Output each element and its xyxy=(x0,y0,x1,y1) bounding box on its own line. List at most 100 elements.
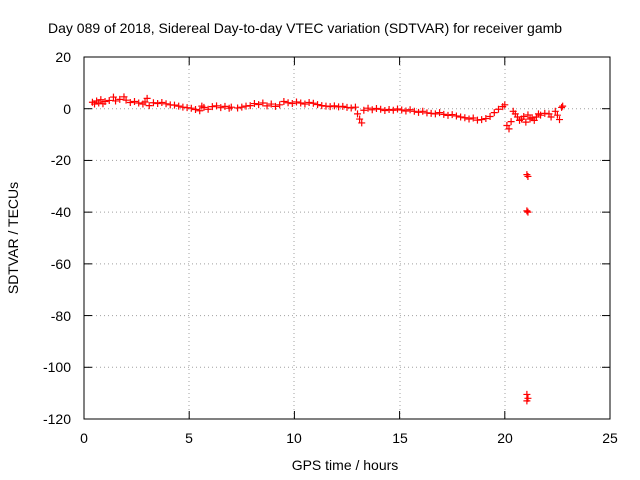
data-point-129 xyxy=(553,111,561,119)
data-point-14 xyxy=(130,97,138,105)
data-point-49 xyxy=(267,100,275,108)
data-point-54 xyxy=(288,100,296,108)
axis-ticks xyxy=(83,56,611,420)
data-point-51 xyxy=(276,101,284,109)
data-point-26 xyxy=(175,102,183,110)
data-point-31 xyxy=(196,107,204,115)
data-point-70 xyxy=(354,110,362,118)
data-point-42 xyxy=(238,103,246,111)
grid xyxy=(84,57,610,419)
data-point-83 xyxy=(402,107,410,115)
data-point-92 xyxy=(440,110,448,118)
data-point-33 xyxy=(200,103,208,111)
data-point-21 xyxy=(154,100,162,108)
data-point-57 xyxy=(301,100,309,108)
y-tick-label-m120: -120 xyxy=(43,411,71,427)
x-axis-title: GPS time / hours xyxy=(292,457,399,473)
y-axis-title: SDTVAR / TECUs xyxy=(5,182,21,294)
data-point-109 xyxy=(505,125,513,133)
data-point-17 xyxy=(141,98,149,106)
data-point-68 xyxy=(347,104,355,112)
y-tick-label-m40: -40 xyxy=(51,204,71,220)
plot-frame xyxy=(83,56,611,420)
data-point-45 xyxy=(250,100,258,108)
data-point-78 xyxy=(381,107,389,115)
chart-title: Day 089 of 2018, Sidereal Day-to-day VTE… xyxy=(48,20,562,36)
data-point-72 xyxy=(358,119,366,127)
data-point-25 xyxy=(170,101,178,109)
data-point-29 xyxy=(187,104,195,112)
data-point-71 xyxy=(356,115,364,123)
data-point-37 xyxy=(217,104,225,112)
data-point-77 xyxy=(377,105,385,113)
data-point-66 xyxy=(339,102,347,110)
data-point-81 xyxy=(393,105,401,113)
x-tick-label-10: 10 xyxy=(286,430,302,446)
data-point-124 xyxy=(537,111,545,119)
y-tick-label-m60: -60 xyxy=(51,256,71,272)
data-point-90 xyxy=(431,110,439,118)
data-point-84 xyxy=(406,106,414,114)
data-point-38 xyxy=(221,102,229,110)
data-point-46 xyxy=(255,101,263,109)
data-point-9 xyxy=(112,97,120,105)
data-point-74 xyxy=(364,104,372,112)
data-point-80 xyxy=(389,106,397,114)
data-point-133 xyxy=(523,171,531,179)
data-point-59 xyxy=(309,99,317,107)
data-point-87 xyxy=(419,107,427,115)
x-tick-label-20: 20 xyxy=(497,430,513,446)
data-point-63 xyxy=(326,103,334,111)
data-point-10 xyxy=(116,95,124,103)
data-point-101 xyxy=(478,116,486,124)
data-point-18 xyxy=(143,94,151,102)
data-point-107 xyxy=(501,101,509,109)
data-point-19 xyxy=(145,102,153,110)
data-point-96 xyxy=(457,113,465,121)
data-point-110 xyxy=(507,118,515,126)
data-point-139 xyxy=(523,397,531,405)
data-point-79 xyxy=(385,105,393,113)
data-point-23 xyxy=(162,100,170,108)
y-tick-label-20: 20 xyxy=(55,49,71,65)
data-point-135 xyxy=(523,207,531,215)
data-point-127 xyxy=(547,113,555,121)
data-point-105 xyxy=(494,105,502,113)
data-point-104 xyxy=(490,109,498,117)
x-tick-label-0: 0 xyxy=(80,430,88,446)
data-point-94 xyxy=(448,111,456,119)
data-point-73 xyxy=(360,106,368,114)
data-point-12 xyxy=(122,96,130,104)
data-points xyxy=(88,93,567,405)
data-point-58 xyxy=(305,99,313,107)
data-point-36 xyxy=(213,102,221,110)
data-point-116 xyxy=(520,112,528,120)
data-point-130 xyxy=(556,116,564,124)
data-point-117 xyxy=(522,118,530,126)
data-point-48 xyxy=(263,102,271,110)
data-point-85 xyxy=(410,107,418,115)
data-point-44 xyxy=(246,102,254,110)
x-tick-label-25: 25 xyxy=(602,430,618,446)
data-point-6 xyxy=(101,97,109,105)
data-point-118 xyxy=(524,111,532,119)
data-point-4 xyxy=(97,96,105,104)
data-point-98 xyxy=(465,115,473,123)
data-point-93 xyxy=(444,111,452,119)
y-tick-label-m80: -80 xyxy=(51,308,71,324)
data-point-30 xyxy=(192,105,200,113)
data-point-53 xyxy=(284,99,292,107)
data-point-64 xyxy=(330,102,338,110)
data-point-34 xyxy=(204,105,212,113)
data-point-50 xyxy=(271,102,279,110)
data-point-103 xyxy=(486,112,494,120)
data-point-97 xyxy=(461,114,469,122)
data-point-76 xyxy=(372,104,380,112)
y-tick-label-m20: -20 xyxy=(51,152,71,168)
data-point-136 xyxy=(524,208,532,216)
data-point-40 xyxy=(227,103,235,111)
data-point-55 xyxy=(293,98,301,106)
data-point-47 xyxy=(259,99,267,107)
data-point-91 xyxy=(436,109,444,117)
data-point-15 xyxy=(135,99,143,107)
